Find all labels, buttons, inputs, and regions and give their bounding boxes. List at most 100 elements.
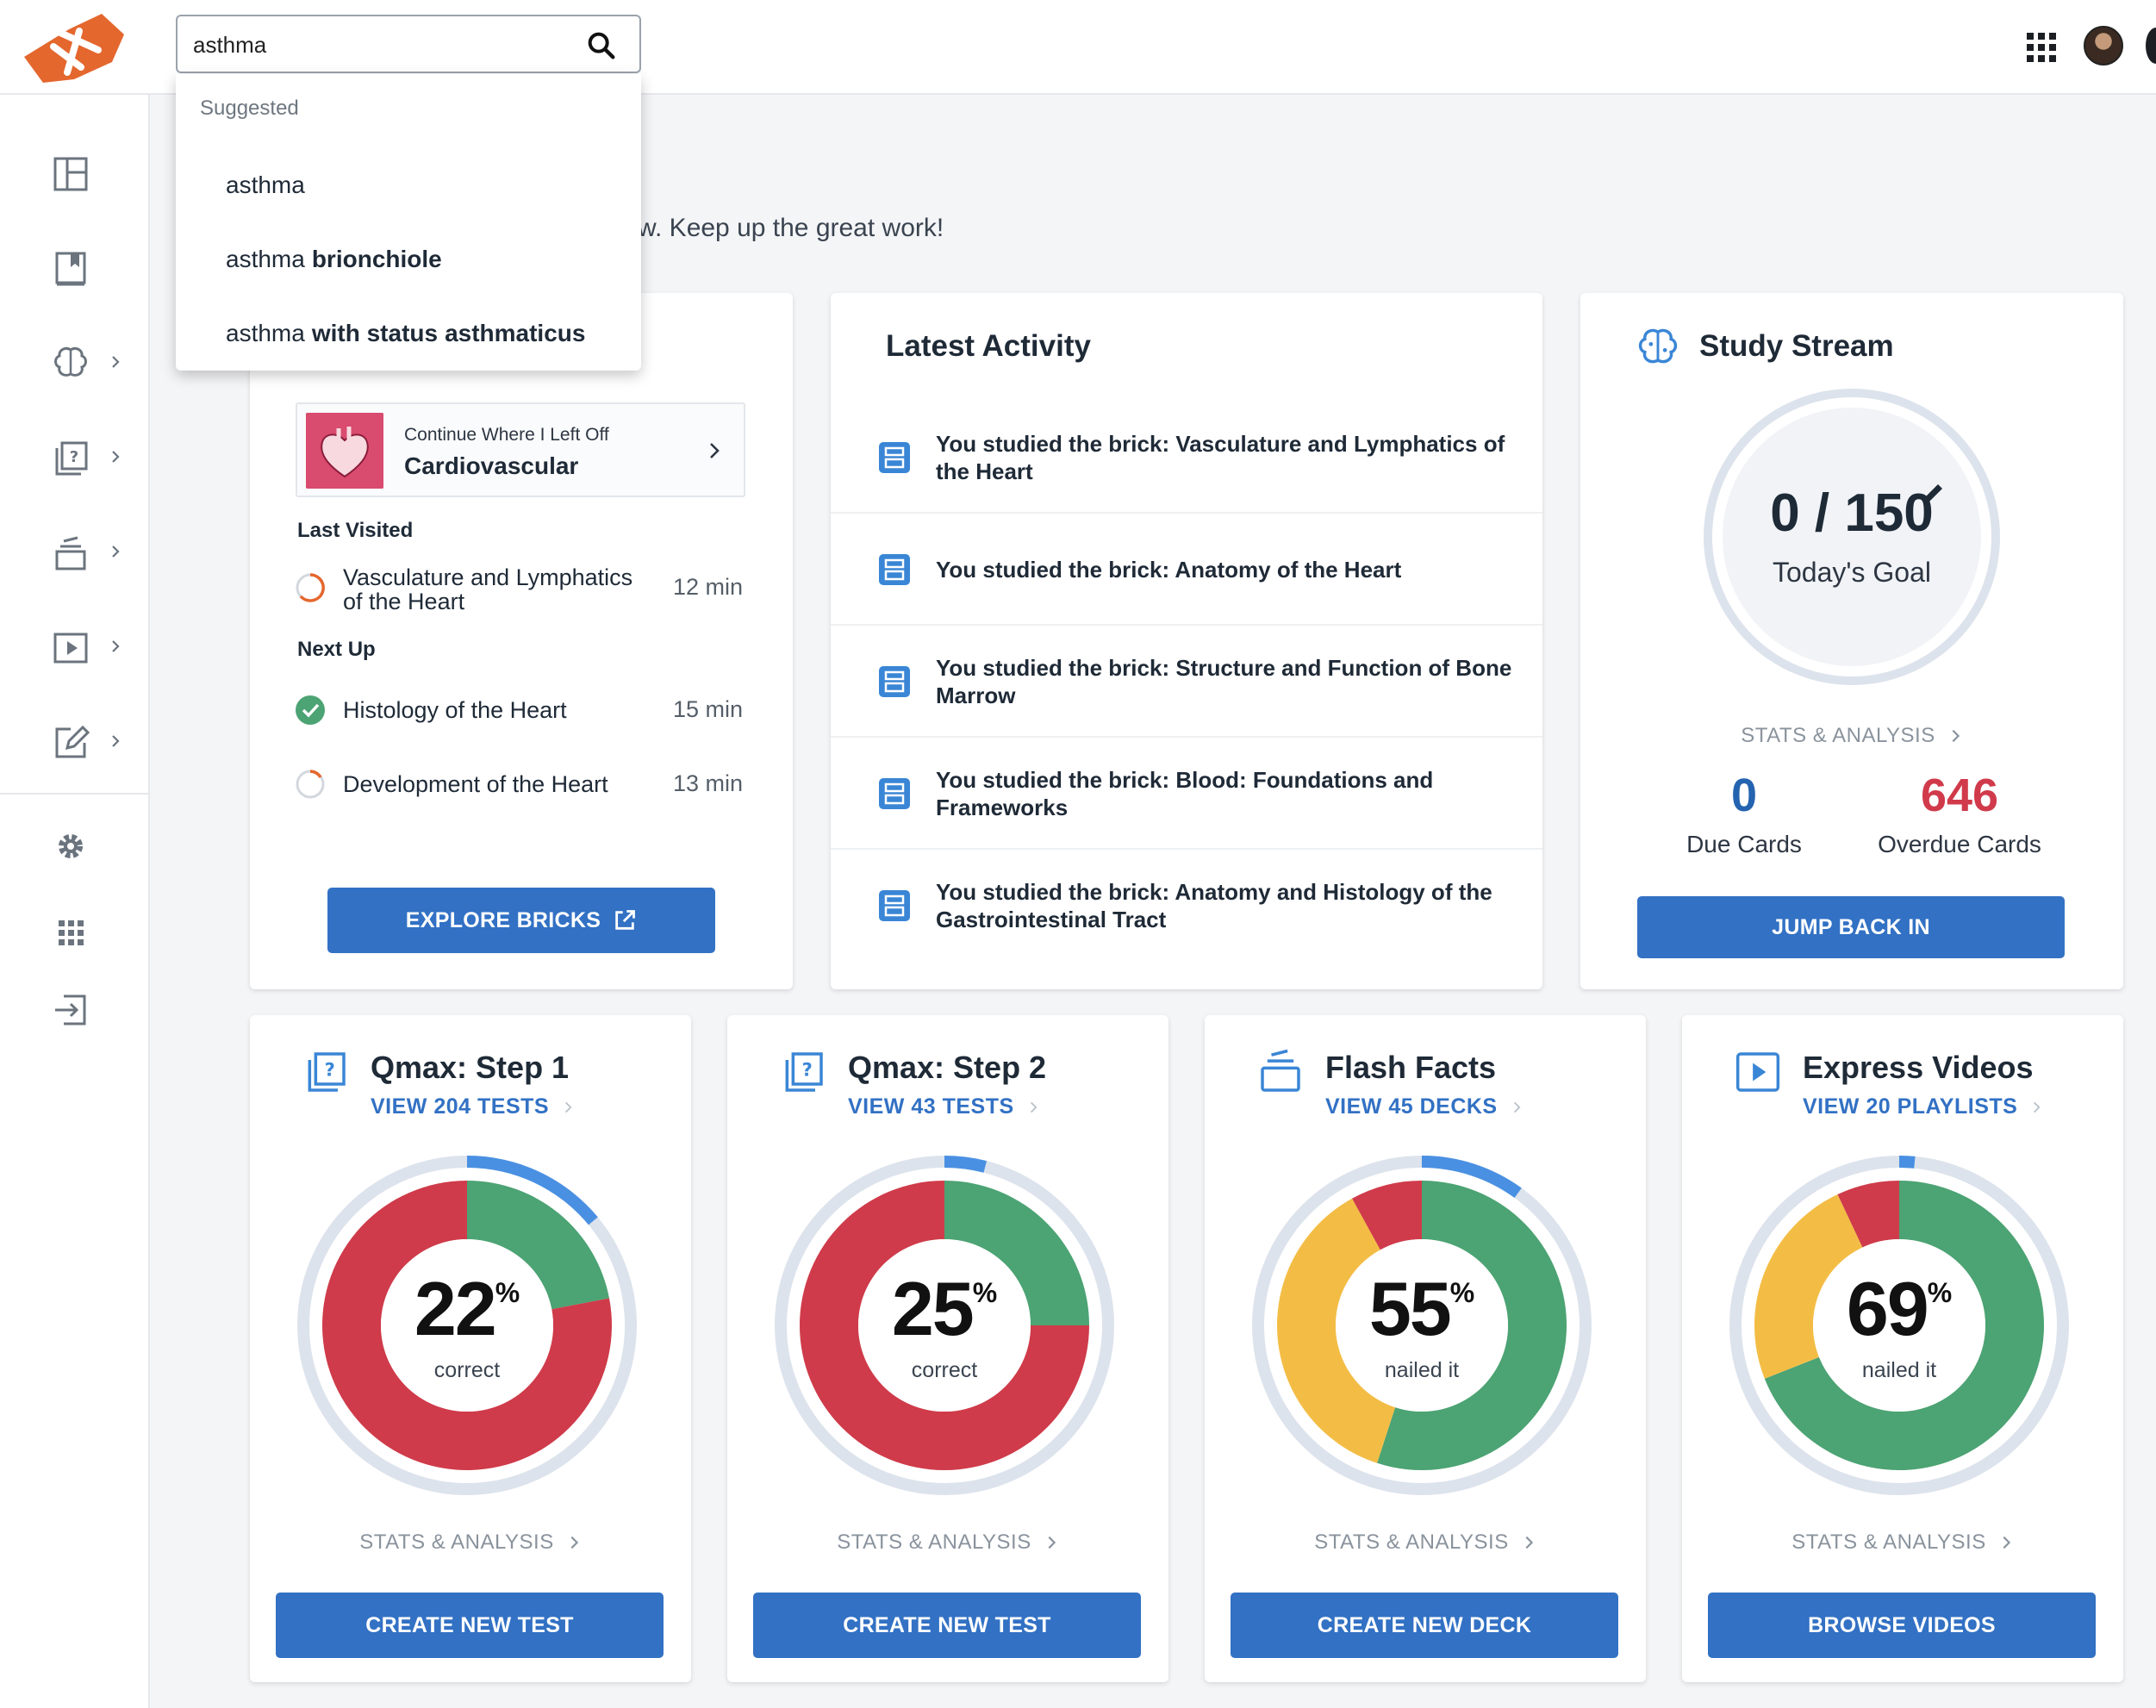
account-menu-icon[interactable] (2146, 28, 2156, 64)
sidebar-item-qmax[interactable]: ? (50, 433, 128, 481)
explore-bricks-label: EXPLORE BRICKS (405, 907, 601, 932)
stats-analysis-link[interactable]: STATS & ANALYSIS (1205, 1530, 1646, 1555)
activity-text: You studied the brick: Anatomy of the He… (936, 557, 1402, 583)
brick-icon (879, 778, 910, 809)
stats-analysis-link[interactable]: STATS & ANALYSIS (727, 1530, 1168, 1555)
chevron-right-icon (565, 1101, 572, 1113)
suggestion-prefix: asthma (226, 320, 305, 346)
question-book-icon: ? (308, 1052, 346, 1092)
chevron-right-icon (1513, 1101, 1521, 1113)
stats-analysis-link[interactable]: STATS & ANALYSIS (250, 1530, 691, 1555)
module-title: Express Videos (1803, 1050, 2034, 1085)
play-video-icon (1735, 1052, 1780, 1092)
jump-back-in-label: JUMP BACK IN (1772, 914, 1930, 939)
score-value: 55 (1368, 1266, 1452, 1351)
module-card-flash-facts: Flash Facts VIEW 45 DECKS 55% nailed it … (1205, 1015, 1646, 1682)
view-link-label: VIEW 20 PLAYLISTS (1803, 1094, 2018, 1119)
donut-segment (1754, 1194, 1863, 1379)
sidebar-divider (0, 793, 150, 795)
heart-thumbnail (306, 413, 383, 489)
study-stream-card: Study Stream 0 / 150 Today's Goal STATS … (1580, 293, 2123, 989)
chevron-right-icon (710, 443, 720, 458)
create-new-deck-button[interactable]: CREATE NEW DECK (1231, 1593, 1618, 1658)
sidebar-item-logout[interactable] (50, 984, 128, 1032)
brain-icon (54, 346, 87, 377)
latest-activity-card: Latest Activity You studied the brick: V… (831, 293, 1542, 989)
create-new-test-button[interactable]: CREATE NEW TEST (753, 1593, 1141, 1658)
search-input[interactable] (193, 28, 572, 61)
sidebar-item-apps[interactable] (50, 907, 128, 955)
module-title: Qmax: Step 2 (848, 1050, 1047, 1085)
activity-item[interactable]: You studied the brick: Vasculature and L… (831, 402, 1542, 514)
suggestion-item[interactable]: asthma with status asthmaticus (176, 300, 641, 367)
chevron-right-icon (112, 640, 120, 652)
brick-icon (879, 890, 910, 921)
learning-card: Continue Where I Left Off Cardiovascular… (250, 293, 793, 989)
suggestion-item[interactable]: asthma (176, 152, 641, 219)
stats-analysis-link[interactable]: STATS & ANALYSIS (1682, 1530, 2123, 1555)
explore-bricks-button[interactable]: EXPLORE BRICKS (327, 888, 715, 953)
gear-icon (59, 834, 83, 858)
percent-sign: % (972, 1277, 998, 1308)
activity-item[interactable]: You studied the brick: Structure and Fun… (831, 626, 1542, 738)
sidebar-item-notes[interactable] (50, 717, 128, 765)
sidebar-item-videos[interactable] (50, 622, 128, 670)
lesson-item[interactable]: Development of the Heart 13 min (295, 758, 743, 810)
button-label: CREATE NEW TEST (843, 1612, 1051, 1637)
module-card-express-videos: Express Videos VIEW 20 PLAYLISTS 69% nai… (1682, 1015, 2123, 1682)
sidebar-item-flash-facts[interactable] (50, 527, 128, 576)
sidebar-item-study-stream[interactable] (50, 338, 128, 386)
score-caption: nailed it (1384, 1358, 1460, 1382)
sidebar-item-settings[interactable] (50, 820, 128, 869)
continue-label: Continue Where I Left Off (404, 425, 609, 445)
completion-progress-arc (1422, 1156, 1522, 1198)
score-caption: nailed it (1861, 1358, 1937, 1382)
brick-icon (879, 554, 910, 585)
due-cards-count: 0 (1730, 770, 1758, 821)
suggestion-item[interactable]: asthma brionchiole (176, 226, 641, 293)
study-stream-stats-link[interactable]: STATS & ANALYSIS (1580, 724, 2123, 748)
percent-sign: % (495, 1277, 520, 1308)
lesson-item[interactable]: Histology of the Heart 15 min (295, 684, 743, 736)
continue-where-left-off[interactable]: Continue Where I Left Off Cardiovascular (296, 402, 745, 497)
card-stack-icon (55, 536, 86, 570)
lesson-name: Vasculature and Lymphatics of the Heart (343, 564, 633, 614)
create-new-test-button[interactable]: CREATE NEW TEST (276, 1593, 664, 1658)
activity-item[interactable]: You studied the brick: Blood: Foundation… (831, 738, 1542, 850)
activity-item[interactable]: You studied the brick: Anatomy and Histo… (831, 850, 1542, 962)
score-donut-chart (1729, 1156, 2069, 1495)
chevron-right-icon (570, 1536, 578, 1549)
completion-progress-arc (467, 1156, 598, 1225)
edit-goal-icon[interactable] (1920, 481, 1946, 507)
apps-grid-icon[interactable] (2027, 33, 2056, 62)
percent-sign: % (1449, 1277, 1475, 1308)
chevron-right-icon (112, 451, 120, 463)
sidebar-item-dashboard[interactable] (50, 148, 128, 196)
suggestion-prefix: asthma (226, 171, 305, 198)
lesson-item[interactable]: Vasculature and Lymphatics of the Heart … (295, 562, 743, 614)
search-icon[interactable] (584, 28, 619, 63)
view-decks-link[interactable]: VIEW 45 DECKS (1325, 1094, 1524, 1119)
app-logo[interactable] (19, 12, 131, 84)
donut-segment (1764, 1181, 2044, 1470)
stats-link-label: STATS & ANALYSIS (359, 1530, 554, 1554)
sidebar-item-library[interactable] (50, 243, 128, 291)
suggestion-completion: with status (311, 320, 439, 346)
completion-progress-arc (944, 1156, 987, 1173)
chevron-right-icon (112, 735, 120, 747)
stats-link-label: STATS & ANALYSIS (1791, 1530, 1986, 1554)
view-tests-link[interactable]: VIEW 43 TESTS (848, 1094, 1040, 1119)
activity-item[interactable]: You studied the brick: Anatomy of the He… (831, 514, 1542, 626)
view-tests-link[interactable]: VIEW 204 TESTS (371, 1094, 575, 1119)
view-link-label: VIEW 43 TESTS (848, 1094, 1014, 1119)
view-playlists-link[interactable]: VIEW 20 PLAYLISTS (1803, 1094, 2043, 1119)
score-caption: correct (911, 1358, 978, 1382)
in-progress-icon (296, 770, 325, 799)
user-avatar[interactable] (2084, 26, 2123, 65)
search-box[interactable] (176, 15, 641, 73)
chevron-right-icon (1048, 1536, 1056, 1549)
donut-segment (322, 1181, 612, 1470)
jump-back-in-button[interactable]: JUMP BACK IN (1637, 896, 2065, 958)
search-suggestions-dropdown: Suggested asthma asthma brionchiole asth… (176, 74, 641, 371)
browse-videos-button[interactable]: BROWSE VIDEOS (1708, 1593, 2096, 1658)
